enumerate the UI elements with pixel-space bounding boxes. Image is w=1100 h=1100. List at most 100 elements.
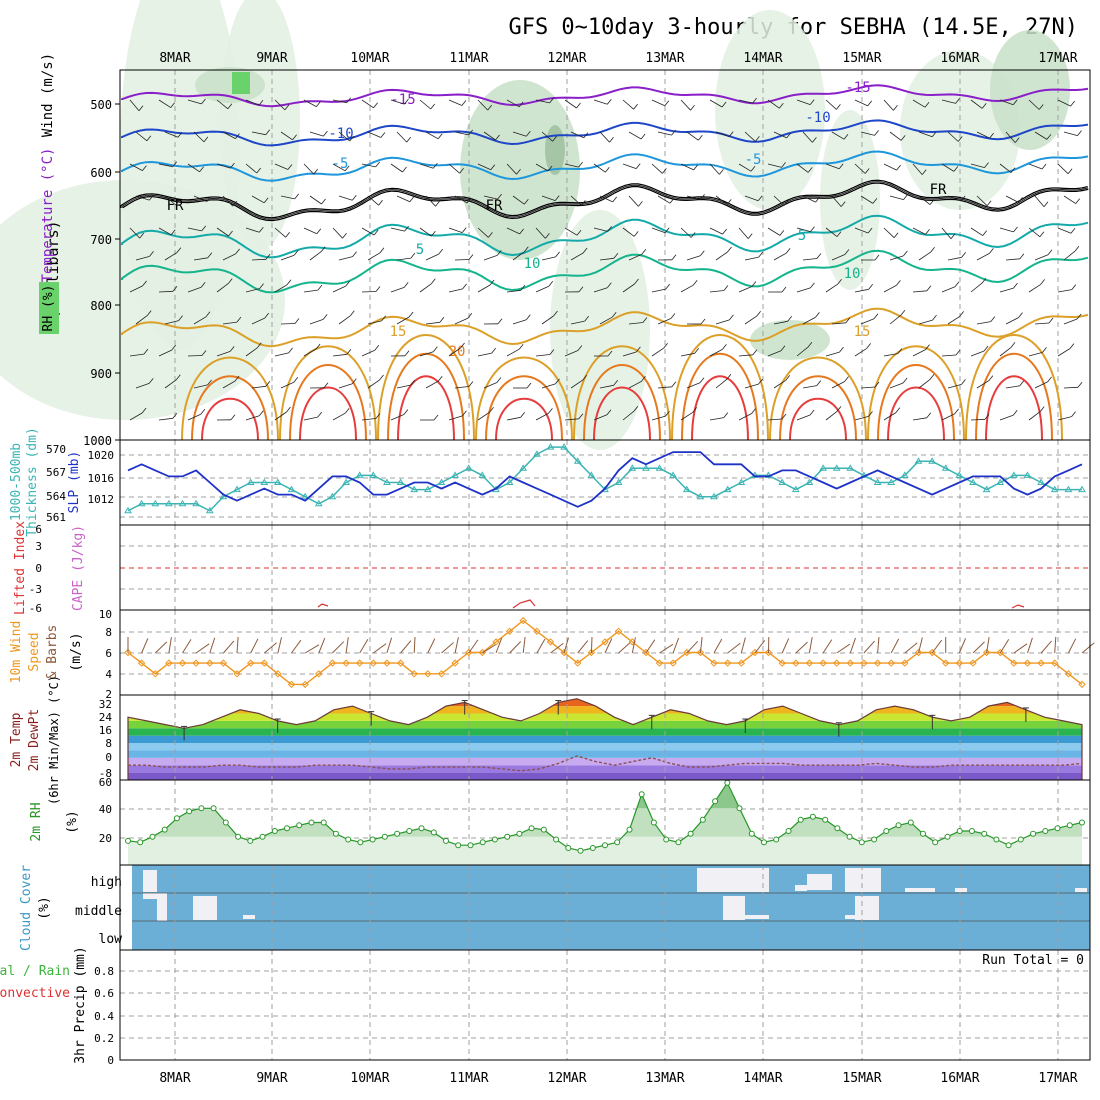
wind-barb-flag [285,231,290,238]
wind-barb-10m [808,637,813,654]
rh-marker [406,828,413,834]
wind-barb-flag [641,376,646,382]
rh-marker [504,833,511,840]
wind-barb [976,380,990,389]
wind-barb-flag [1047,249,1053,256]
wind-barb [947,195,962,202]
wind-barb-flag [520,412,526,418]
wind-barb-flag [462,410,467,417]
wind-barb [715,319,730,325]
wind-barb-flag [206,196,212,202]
isotherm-15 [121,307,1089,348]
wind-barb [303,416,318,421]
wind-barb [999,347,1012,357]
wind-barb-flag [432,346,438,352]
wind-barb-10m [577,640,589,654]
warm-isotherm [887,386,945,441]
wind-barb-flag [404,350,410,357]
wind-barb [512,319,527,325]
wind-barb-flag [1071,411,1076,417]
wind-barb [135,195,150,201]
wind-barb-flag [258,227,264,233]
cloud-block [723,896,745,920]
wind-speed-marker [846,659,855,667]
wind-barb [222,195,233,207]
wind-barb-flag [178,315,183,321]
wind-barb [947,131,959,142]
thickness-marker [614,478,623,485]
wind-barb [361,163,376,168]
wind-barb-flag [258,410,264,416]
wind-barb-flag [236,316,242,323]
wind-barb [1057,348,1071,357]
wind-speed-marker [614,627,623,636]
wind-barb [361,349,375,357]
wind-barb [622,163,637,169]
wind-barb-10m [345,637,349,654]
wind-barb [622,351,637,357]
wind-barb [831,381,845,389]
wind-barb-flag [665,410,670,417]
wind-barb-flag [149,251,154,257]
wind-barb [773,195,785,206]
wind-barb [1005,385,1020,389]
wind-barb-flag [381,315,386,322]
wind-barb [303,163,314,175]
ylabel-rh: RH (%) [41,285,56,332]
rh-marker [602,842,608,849]
wind-barb [599,384,614,389]
wind-barb [593,227,608,232]
wind-barb [303,99,317,107]
wind-barb [854,163,866,174]
thickness-marker [642,464,650,471]
wind-barb [448,347,461,357]
wind-barb [686,382,701,389]
wind-barb [918,251,931,261]
thickness-marker [178,499,187,507]
wind-barb-flag [435,200,440,207]
wind-barb-flag [641,249,647,255]
wind-barb-flag [1046,134,1052,140]
wind-barb-flag [203,136,209,143]
wind-barb-flag [294,193,300,200]
wind-barb [187,286,202,293]
wind-barb [193,257,208,261]
wind-barb [883,99,894,111]
thickness-marker [260,478,269,485]
rh-marker [748,830,755,837]
wind-barb-flag [139,232,145,239]
rh-marker [198,805,205,812]
wind-barb-flag [867,227,873,234]
wind-barb-flag [490,164,496,170]
thickness-marker [464,464,473,471]
wind-barb-flag [903,250,908,257]
wind-barb-flag [900,135,906,141]
thickness-marker [560,443,568,450]
wind-speed-marker [696,648,705,657]
wind-barb-flag [141,407,147,414]
wind-barb [970,350,985,357]
rh-marker [284,825,290,832]
wind-barb-flag [896,164,901,171]
wind-barb [164,320,179,325]
wind-barb-flag [316,228,322,234]
wind-barb [1005,317,1019,325]
wind-barb [164,131,179,138]
wind-barb-flag [230,162,235,169]
wind-barb [941,286,956,293]
wind-barb [332,163,346,172]
wind-barb-flag [662,168,667,174]
wind-barb [738,99,753,104]
wind-barb-flag [779,230,785,236]
wind-barb [999,227,1014,233]
wind-barb [918,131,933,138]
wind-barb [773,131,787,139]
wind-barb-flag [342,232,347,239]
wind-barb [274,352,289,357]
wind-barb-flag [199,166,204,173]
wind-barb [419,351,434,357]
rh-panel: 60 40 20 2m RH (%) [29,776,1091,866]
wind-speed-marker [410,670,418,678]
temp-line [127,698,1083,780]
wind-barb [622,99,634,110]
